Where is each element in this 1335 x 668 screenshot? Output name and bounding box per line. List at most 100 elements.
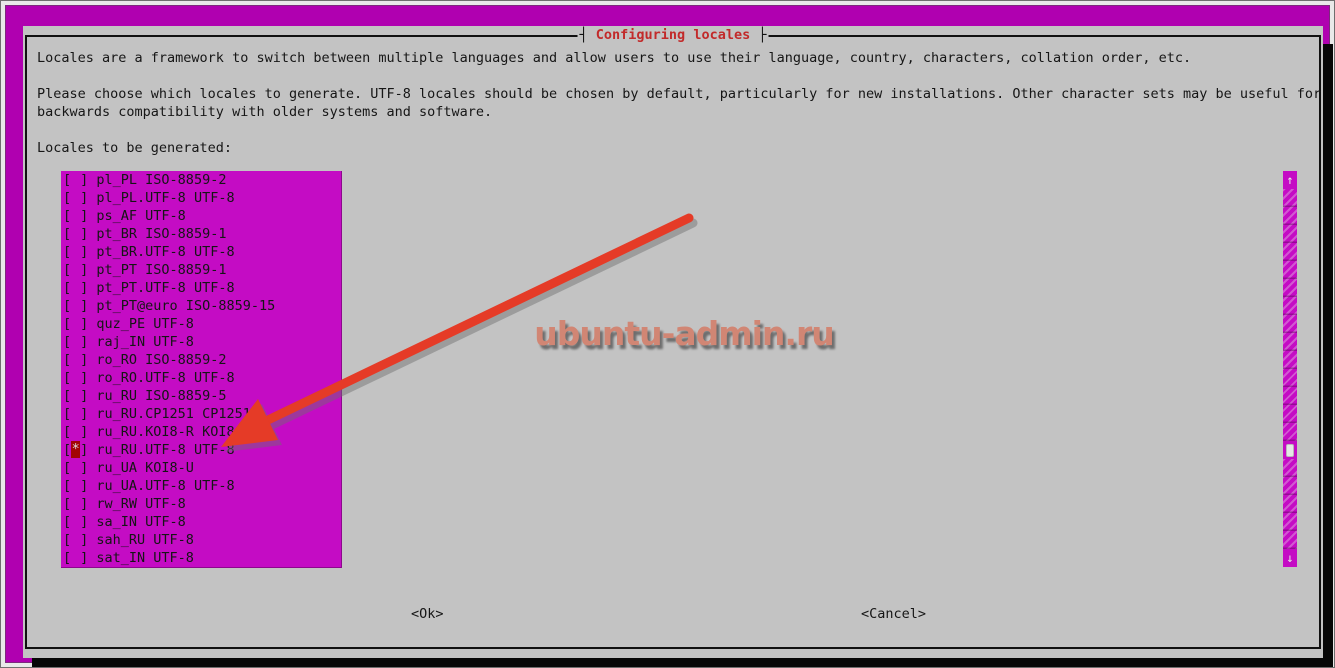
locale-option[interactable]: [ ] pt_BR.UTF-8 UTF-8	[61, 243, 341, 261]
checkbox-bracket-close: ]	[80, 442, 97, 458]
checkbox-bracket-open: [	[63, 460, 72, 476]
checkbox-mark	[71, 225, 80, 242]
locale-option[interactable]: [ ] raj_IN UTF-8	[61, 333, 341, 351]
locale-option-label: ru_RU ISO-8859-5	[96, 388, 227, 404]
checkbox-mark	[71, 189, 80, 206]
checkbox-bracket-close: ]	[80, 226, 97, 242]
locale-option[interactable]: [ ] pt_PT@euro ISO-8859-15	[61, 297, 341, 315]
locale-option[interactable]: [ ] ru_RU.KOI8-R KOI8-R	[61, 423, 341, 441]
checkbox-bracket-open: [	[63, 334, 72, 350]
checkbox-bracket-close: ]	[80, 460, 97, 476]
checkbox-bracket-close: ]	[80, 424, 97, 440]
checkbox-bracket-close: ]	[80, 334, 97, 350]
checkbox-bracket-open: [	[63, 442, 72, 458]
checkbox-mark	[71, 495, 80, 512]
locale-option[interactable]: [ ] ro_RO.UTF-8 UTF-8	[61, 369, 341, 387]
locale-option-label: ru_RU.UTF-8 UTF-8	[96, 442, 235, 458]
checkbox-bracket-open: [	[63, 298, 72, 314]
locale-option[interactable]: [*] ru_RU.UTF-8 UTF-8	[61, 441, 341, 459]
locale-option[interactable]: [ ] pt_BR ISO-8859-1	[61, 225, 341, 243]
checkbox-bracket-open: [	[63, 226, 72, 242]
locale-option[interactable]: [ ] ru_UA KOI8-U	[61, 459, 341, 477]
checkbox-bracket-open: [	[63, 388, 72, 404]
dialog-shadow-bottom	[32, 658, 1333, 667]
title-tick-left: ┤	[579, 27, 596, 43]
checkbox-bracket-open: [	[63, 514, 72, 530]
checkbox-mark	[71, 333, 80, 350]
scrollbar-thumb-knob	[1286, 443, 1294, 457]
title-tick-right: ├	[750, 27, 767, 43]
locale-option[interactable]: [ ] pl_PL.UTF-8 UTF-8	[61, 189, 341, 207]
locale-option[interactable]: [ ] rw_RW UTF-8	[61, 495, 341, 513]
checkbox-bracket-open: [	[63, 352, 72, 368]
locale-option-label: sah_RU UTF-8	[96, 532, 194, 548]
checkbox-bracket-open: [	[63, 280, 72, 296]
checkbox-mark	[71, 171, 80, 188]
checkbox-bracket-open: [	[63, 424, 72, 440]
locale-option-label: raj_IN UTF-8	[96, 334, 194, 350]
locale-option[interactable]: [ ] pt_PT.UTF-8 UTF-8	[61, 279, 341, 297]
locale-option-label: pl_PL ISO-8859-2	[96, 172, 227, 188]
checkbox-mark	[71, 207, 80, 224]
checkbox-mark	[71, 351, 80, 368]
scrollbar-down-icon[interactable]: ↓	[1283, 549, 1297, 567]
scrollbar-track-upper	[1283, 189, 1297, 441]
locale-option[interactable]: [ ] pl_PL ISO-8859-2	[61, 171, 341, 189]
checkbox-bracket-close: ]	[80, 262, 97, 278]
locale-option[interactable]: [ ] quz_PE UTF-8	[61, 315, 341, 333]
cancel-button[interactable]: <Cancel>	[861, 606, 927, 622]
locale-option[interactable]: [ ] sa_IN UTF-8	[61, 513, 341, 531]
checkbox-bracket-open: [	[63, 550, 72, 566]
locale-option[interactable]: [ ] ru_RU ISO-8859-5	[61, 387, 341, 405]
scrollbar-up-icon[interactable]: ↑	[1283, 171, 1297, 189]
checkbox-mark	[71, 549, 80, 566]
checkbox-mark	[71, 261, 80, 278]
checkbox-bracket-open: [	[63, 208, 72, 224]
checkbox-bracket-close: ]	[80, 388, 97, 404]
dialog-title: ┤ Configuring locales ├	[577, 27, 769, 44]
checkbox-bracket-open: [	[63, 478, 72, 494]
locale-option[interactable]: [ ] ps_AF UTF-8	[61, 207, 341, 225]
locale-option-label: pt_PT@euro ISO-8859-15	[96, 298, 276, 314]
checkbox-mark	[71, 369, 80, 386]
checkbox-bracket-close: ]	[80, 208, 97, 224]
checkbox-bracket-open: [	[63, 190, 72, 206]
locale-option[interactable]: [ ] ru_RU.CP1251 CP1251	[61, 405, 341, 423]
intro-paragraph: Locales are a framework to switch betwee…	[37, 50, 1192, 66]
locale-option-label: rw_RW UTF-8	[96, 496, 186, 512]
locale-list-scrollbar: ↑ ↓	[1283, 171, 1297, 567]
checkbox-bracket-close: ]	[80, 514, 97, 530]
locale-option-label: ru_RU.KOI8-R KOI8-R	[96, 424, 251, 440]
locale-option-label: pt_BR.UTF-8 UTF-8	[96, 244, 235, 260]
checkbox-bracket-open: [	[63, 370, 72, 386]
dialog-title-text: Configuring locales	[595, 27, 751, 43]
instructions-paragraph: Please choose which locales to generate.…	[37, 86, 1322, 120]
checkbox-bracket-close: ]	[80, 316, 97, 332]
checkbox-mark	[71, 279, 80, 296]
checkbox-mark	[71, 315, 80, 332]
locale-option[interactable]: [ ] sat_IN UTF-8	[61, 549, 341, 567]
checkbox-bracket-close: ]	[80, 550, 97, 566]
checkbox-bracket-open: [	[63, 172, 72, 188]
locale-option[interactable]: [ ] ru_UA.UTF-8 UTF-8	[61, 477, 341, 495]
checkbox-bracket-close: ]	[80, 478, 97, 494]
checkbox-mark	[71, 531, 80, 548]
checkbox-mark	[71, 513, 80, 530]
checkbox-bracket-close: ]	[80, 532, 97, 548]
locale-option-label: quz_PE UTF-8	[96, 316, 194, 332]
locale-option-label: pl_PL.UTF-8 UTF-8	[96, 190, 235, 206]
list-label: Locales to be generated:	[37, 140, 233, 156]
locale-option-label: ro_RO ISO-8859-2	[96, 352, 227, 368]
locale-option[interactable]: [ ] ro_RO ISO-8859-2	[61, 351, 341, 369]
locale-list[interactable]: [ ] pl_PL ISO-8859-2 [ ] pl_PL.UTF-8 UTF…	[61, 171, 342, 568]
scrollbar-thumb[interactable]	[1283, 441, 1297, 459]
checkbox-bracket-open: [	[63, 262, 72, 278]
checkbox-mark	[71, 423, 80, 440]
checkbox-bracket-open: [	[63, 316, 72, 332]
locale-option[interactable]: [ ] sah_RU UTF-8	[61, 531, 341, 549]
locale-option-label: sat_IN UTF-8	[96, 550, 194, 566]
ok-button[interactable]: <Ok>	[411, 606, 444, 622]
locale-option-label: ru_UA KOI8-U	[96, 460, 194, 476]
locale-option[interactable]: [ ] pt_PT ISO-8859-1	[61, 261, 341, 279]
